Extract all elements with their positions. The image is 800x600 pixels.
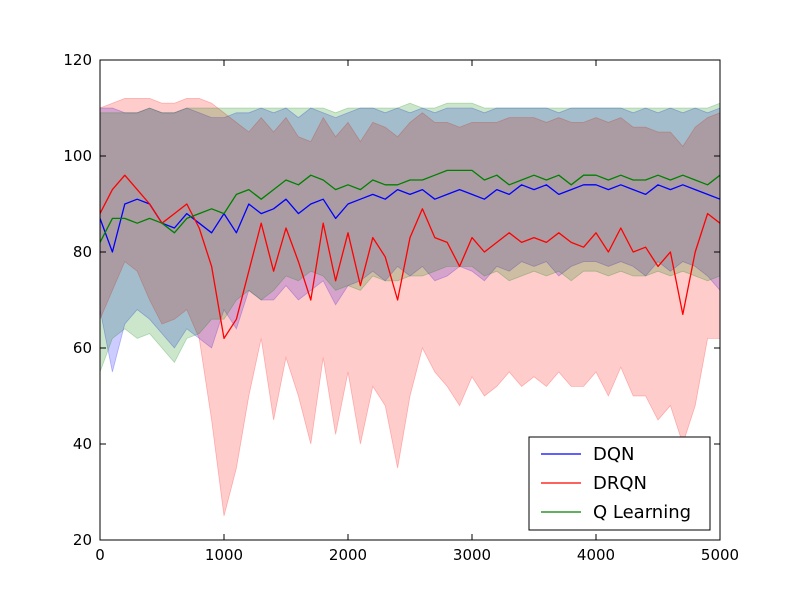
y-tick-label: 60 — [73, 339, 92, 357]
x-tick-label: 0 — [95, 546, 105, 564]
series-line-q-learning — [100, 169, 720, 243]
series-lines — [100, 169, 720, 340]
band-drqn — [100, 98, 720, 517]
y-tick-label: 40 — [73, 435, 92, 453]
series-line-drqn — [100, 174, 720, 340]
legend-label-dqn: DQN — [593, 444, 635, 465]
x-tick-label: 3000 — [453, 546, 491, 564]
x-tick-label: 2000 — [329, 546, 367, 564]
y-tick-label: 80 — [73, 243, 92, 261]
legend-label-drqn: DRQN — [593, 473, 647, 494]
y-tick-label: 20 — [73, 531, 92, 549]
x-tick-label: 1000 — [205, 546, 243, 564]
series-line-dqn — [100, 184, 720, 253]
plot-frame — [99, 59, 721, 541]
x-tick-label: 4000 — [577, 546, 615, 564]
axis-ticks: 0 1000 2000 3000 4000 5000 20 40 60 80 100 120 — [63, 51, 739, 564]
x-tick-label: 5000 — [701, 546, 739, 564]
legend: DQN DRQN Q Learning — [528, 436, 711, 531]
y-tick-label: 120 — [63, 51, 92, 69]
legend-label-q-learning: Q Learning — [593, 502, 691, 523]
y-tick-label: 100 — [63, 147, 92, 165]
